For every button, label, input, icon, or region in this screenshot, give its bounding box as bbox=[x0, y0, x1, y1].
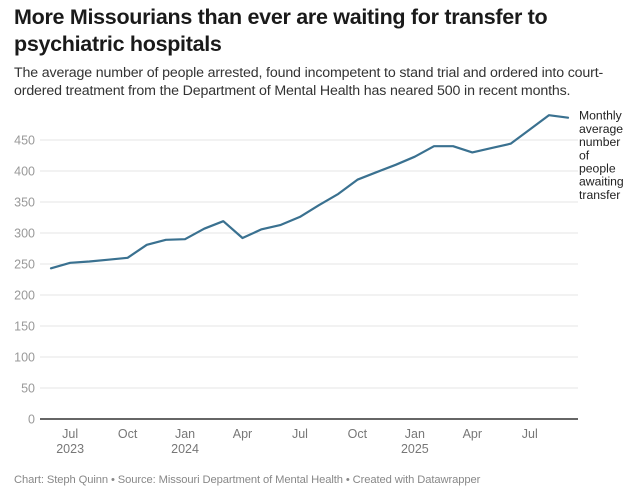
data-point bbox=[50, 267, 52, 269]
data-point bbox=[318, 204, 320, 206]
series-label-line: number bbox=[579, 135, 620, 149]
y-tick-label: 100 bbox=[14, 351, 35, 365]
y-tick-label: 400 bbox=[14, 165, 35, 179]
data-point bbox=[356, 179, 358, 181]
chart-footer: Chart: Steph Quinn • Source: Missouri De… bbox=[14, 474, 481, 486]
data-point bbox=[395, 164, 397, 166]
y-tick-label: 300 bbox=[14, 227, 35, 241]
y-tick-label: 350 bbox=[14, 196, 35, 210]
data-point bbox=[490, 147, 492, 149]
x-tick-label: Jul bbox=[522, 427, 538, 441]
y-tick-label: 450 bbox=[14, 134, 35, 148]
x-tick-label: Apr bbox=[463, 427, 482, 441]
data-point bbox=[127, 257, 129, 259]
chart-subtitle: The average number of people arrested, f… bbox=[14, 65, 604, 99]
y-tick-label: 50 bbox=[21, 382, 35, 396]
data-point bbox=[146, 244, 148, 246]
x-tick-year-label: 2025 bbox=[401, 442, 429, 456]
gridlines bbox=[40, 139, 578, 420]
data-point bbox=[242, 237, 244, 239]
data-point bbox=[107, 259, 109, 261]
series-label-line: awaiting bbox=[579, 175, 624, 189]
data-point bbox=[280, 224, 282, 226]
x-tick-label: Apr bbox=[233, 427, 252, 441]
data-point bbox=[414, 156, 416, 158]
x-tick-label: Jan bbox=[175, 427, 195, 441]
series-label-line: of bbox=[579, 148, 590, 162]
data-point bbox=[184, 238, 186, 240]
data-point bbox=[261, 228, 263, 230]
y-tick-label: 150 bbox=[14, 320, 35, 334]
y-tick-label: 200 bbox=[14, 289, 35, 303]
data-point bbox=[471, 151, 473, 153]
series-label-line: average bbox=[579, 122, 623, 136]
data-point bbox=[203, 228, 205, 230]
x-tick-label: Jan bbox=[405, 427, 425, 441]
x-tick-label: Oct bbox=[348, 427, 368, 441]
chart-title: More Missourians than ever are waiting f… bbox=[14, 5, 548, 56]
x-tick-label: Jul bbox=[62, 427, 78, 441]
data-point bbox=[299, 216, 301, 218]
y-tick-label: 0 bbox=[28, 413, 35, 427]
data-point bbox=[548, 114, 550, 116]
data-point bbox=[88, 261, 90, 263]
data-point bbox=[222, 220, 224, 222]
data-point bbox=[376, 171, 378, 173]
x-tick-year-label: 2024 bbox=[171, 442, 199, 456]
x-tick-year-label: 2023 bbox=[56, 442, 84, 456]
data-point bbox=[510, 143, 512, 145]
x-tick-label: Oct bbox=[118, 427, 138, 441]
y-tick-label: 250 bbox=[14, 258, 35, 272]
data-point bbox=[165, 239, 167, 241]
series-label-line: people bbox=[579, 161, 616, 175]
data-point bbox=[69, 262, 71, 264]
data-point bbox=[567, 117, 569, 119]
series-line bbox=[49, 114, 570, 270]
data-point bbox=[529, 128, 531, 130]
series-label: Monthlyaveragenumberofpeopleawaitingtran… bbox=[579, 109, 624, 202]
series-label-line: transfer bbox=[579, 188, 620, 202]
data-point bbox=[433, 145, 435, 147]
y-axis: 0 50 100 150 200 250 300 350 400 450 bbox=[14, 134, 35, 427]
data-point bbox=[337, 193, 339, 195]
series-label-line: Monthly bbox=[579, 109, 623, 123]
series-layer bbox=[49, 114, 570, 270]
data-point bbox=[452, 145, 454, 147]
x-tick-label: Jul bbox=[292, 427, 308, 441]
